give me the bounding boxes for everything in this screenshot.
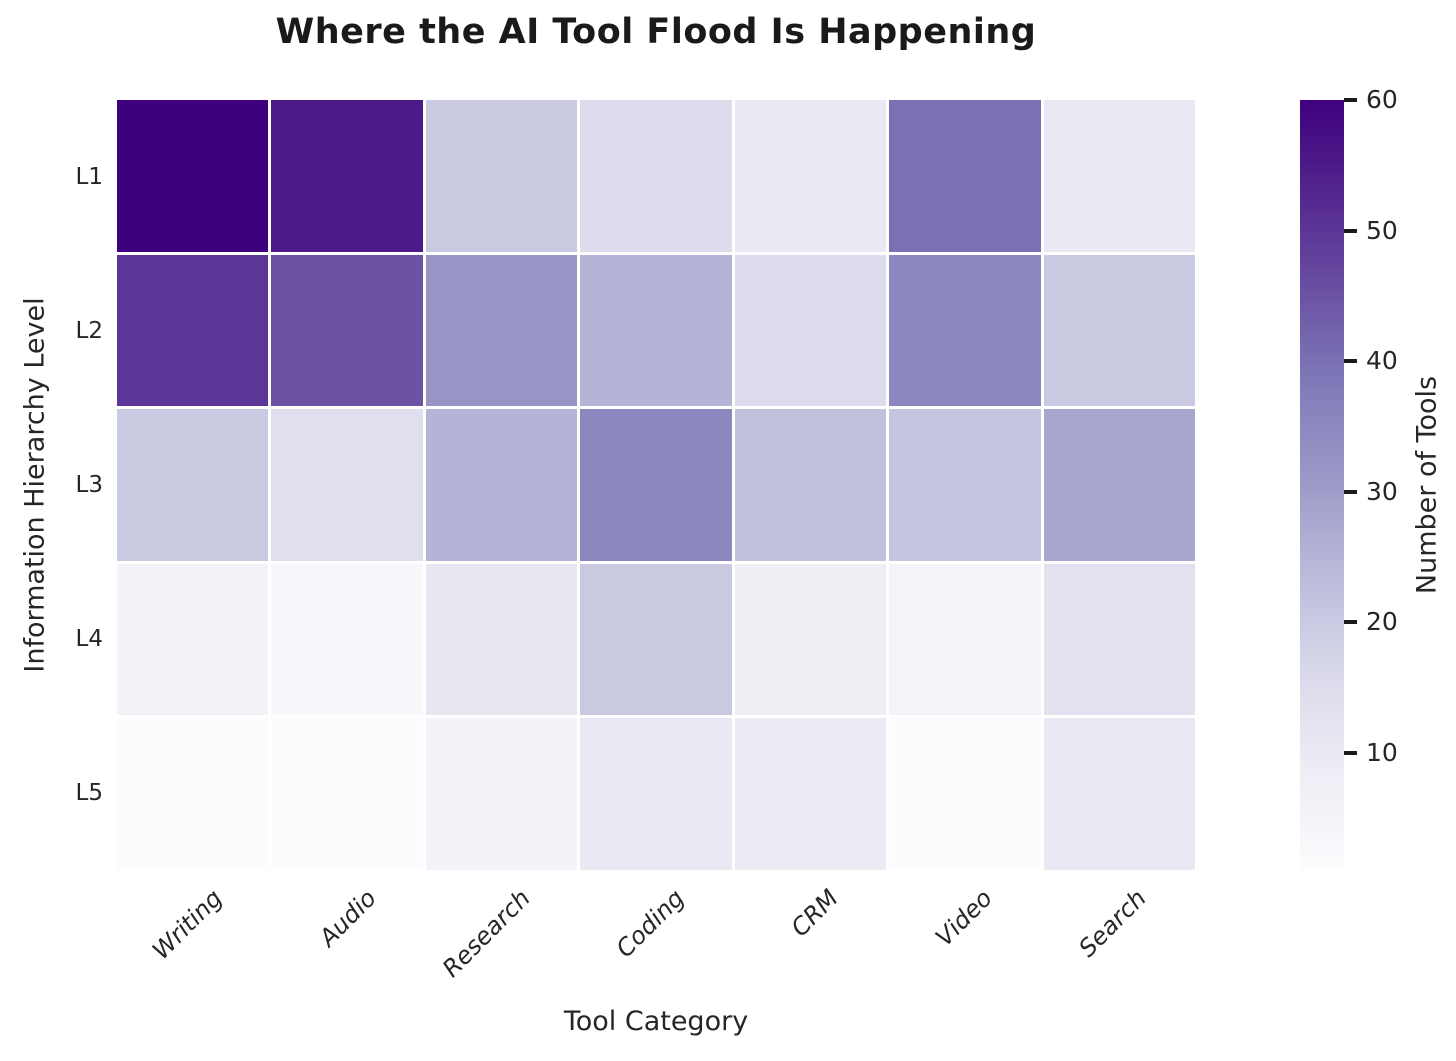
heatmap-cell [1043, 409, 1195, 561]
y-axis-label: Information Hierarchy Level [19, 297, 51, 673]
colorbar-tick-mark [1344, 620, 1357, 625]
heatmap-cell [580, 563, 732, 716]
heatmap-cell [889, 100, 1041, 252]
colorbar-tick-label: 30 [1366, 476, 1398, 506]
heatmap-cell [271, 100, 423, 252]
y-tick-label: L1 [75, 164, 103, 190]
heatmap-cell [889, 718, 1041, 870]
y-tick-label: L2 [75, 318, 103, 344]
colorbar-tick-mark [1344, 359, 1357, 364]
colorbar-tick-mark [1344, 489, 1357, 494]
heatmap-cell [889, 563, 1041, 716]
colorbar-tick-mark [1344, 228, 1357, 233]
heatmap-cell [580, 254, 732, 407]
heatmap-cell [425, 254, 578, 407]
heatmap-cell [734, 563, 887, 716]
heatmap-cell [425, 563, 578, 716]
x-axis-label: Tool Category [563, 1006, 749, 1037]
colorbar-tick-label: 20 [1366, 607, 1398, 637]
heatmap-grid [117, 100, 1195, 870]
heatmap-cell [425, 718, 578, 870]
heatmap-cell [1043, 563, 1195, 716]
heatmap-cell [1043, 254, 1195, 407]
heatmap-cell [889, 409, 1041, 561]
heatmap-cell [425, 409, 578, 561]
heatmap-cell [1043, 718, 1195, 870]
colorbar-tick-label: 40 [1366, 346, 1398, 376]
heatmap-cell [734, 254, 887, 407]
colorbar-tick-label: 60 [1366, 85, 1398, 114]
heatmap-cell [117, 718, 269, 870]
colorbar-label: Number of Tools [1411, 375, 1443, 595]
heatmap-cell [580, 718, 732, 870]
heatmap-cell [117, 100, 269, 252]
heatmap-cell [580, 409, 732, 561]
heatmap-cell [1043, 100, 1195, 252]
colorbar-tick-label: 50 [1366, 215, 1398, 245]
colorbar-tick-mark [1344, 750, 1357, 755]
heatmap-cell [734, 409, 887, 561]
colorbar-gradient [1300, 100, 1344, 870]
y-tick-label: L4 [75, 626, 103, 652]
heatmap-cell [734, 100, 887, 252]
heatmap-cell [117, 563, 269, 716]
heatmap-cell [734, 718, 887, 870]
heatmap-cell [889, 254, 1041, 407]
colorbar-tick-label: 10 [1366, 737, 1398, 767]
heatmap-cell [117, 409, 269, 561]
heatmap-cell [580, 100, 732, 252]
heatmap-cell [117, 254, 269, 407]
heatmap-cell [271, 563, 423, 716]
heatmap-cell [425, 100, 578, 252]
heatmap-cell [271, 718, 423, 870]
heatmap-cell [271, 254, 423, 407]
y-tick-label: L3 [75, 472, 103, 498]
colorbar-tick-mark [1344, 98, 1357, 102]
chart-title: Where the AI Tool Flood Is Happening [275, 12, 1037, 52]
y-tick-label: L5 [75, 780, 103, 806]
heatmap-cell [271, 409, 423, 561]
